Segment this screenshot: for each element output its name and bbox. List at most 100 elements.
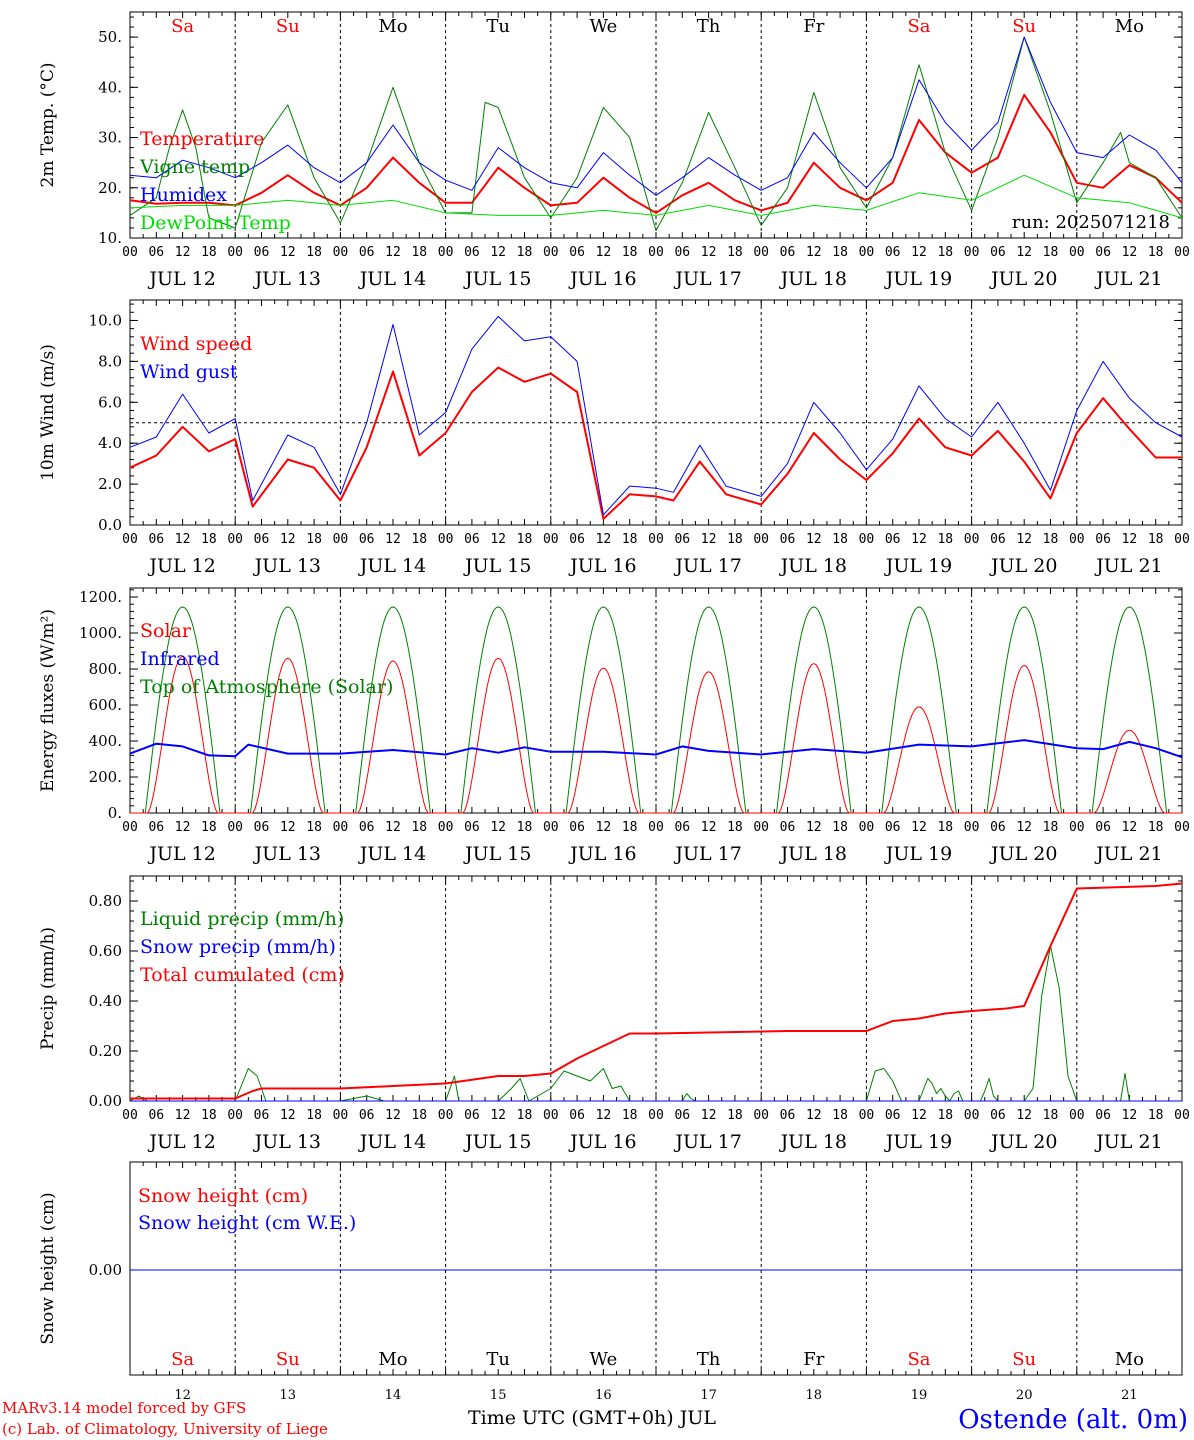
hour-tick-label: 18 xyxy=(1148,532,1164,547)
hour-tick-label: 06 xyxy=(464,1108,480,1123)
hour-tick-label: 00 xyxy=(964,1108,980,1123)
plot-frame xyxy=(129,299,1183,526)
hour-tick-label: 18 xyxy=(411,820,427,835)
hour-tick-label: 12 xyxy=(1016,245,1032,260)
y-axis-label: Precip (mm/h) xyxy=(38,927,58,1050)
legend-entry: Snow precip (mm/h) xyxy=(140,936,336,958)
date-label: JUL 13 xyxy=(253,268,321,290)
hour-tick-label: 18 xyxy=(517,1108,533,1123)
day-number-label: 15 xyxy=(490,1388,507,1403)
day-number-label: 18 xyxy=(806,1388,823,1403)
legend-entry: Humidex xyxy=(140,184,227,206)
y-tick-label: 800. xyxy=(89,660,122,678)
legend-entry: DewPoint Temp xyxy=(140,212,291,234)
hour-tick-label: 18 xyxy=(832,532,848,547)
weekday-label: Mo xyxy=(1115,16,1144,37)
date-label: JUL 21 xyxy=(1094,268,1162,290)
hour-tick-label: 00 xyxy=(859,532,875,547)
hour-tick-label: 12 xyxy=(1122,820,1138,835)
hour-tick-label: 00 xyxy=(333,245,349,260)
hour-tick-label: 12 xyxy=(806,1108,822,1123)
date-label: JUL 20 xyxy=(989,843,1057,865)
hour-tick-label: 00 xyxy=(122,820,138,835)
hour-tick-label: 18 xyxy=(201,820,217,835)
hour-tick-label: 12 xyxy=(490,245,506,260)
weekday-label: Sa xyxy=(171,1349,194,1370)
weekday-label: Th xyxy=(697,16,721,37)
panel-temp: 10. 20. 30. 40. 50. 2m Temp. (°C) 00 06 12 18 JUL … xyxy=(38,11,1190,290)
legend-entry: Temperature xyxy=(140,128,264,150)
hour-tick-label: 00 xyxy=(753,820,769,835)
hour-tick-label: 00 xyxy=(333,1108,349,1123)
hour-tick-label: 18 xyxy=(201,245,217,260)
hour-tick-label: 12 xyxy=(701,532,717,547)
legend-entry: Snow height (cm W.E.) xyxy=(138,1212,356,1234)
hour-tick-label: 00 xyxy=(1069,820,1085,835)
y-tick-label: 0.00 xyxy=(89,1092,122,1110)
y-tick-label: 0.40 xyxy=(89,992,122,1010)
y-tick-label: 20. xyxy=(98,179,122,197)
hour-tick-label: 00 xyxy=(859,245,875,260)
y-axis-label: 2m Temp. (°C) xyxy=(38,62,58,187)
hour-tick-label: 18 xyxy=(1148,245,1164,260)
y-tick-label: 2.0 xyxy=(98,475,122,493)
weekday-label: Mo xyxy=(1115,1349,1144,1370)
weekday-label: Su xyxy=(1012,16,1036,37)
hour-tick-label: 18 xyxy=(727,820,743,835)
date-label: JUL 15 xyxy=(463,843,531,865)
weekday-label: Mo xyxy=(378,1349,407,1370)
y-tick-label: 200. xyxy=(89,768,122,786)
date-label: JUL 12 xyxy=(147,555,215,577)
hour-tick-label: 18 xyxy=(727,532,743,547)
hour-tick-label: 12 xyxy=(806,820,822,835)
hour-tick-label: 12 xyxy=(596,820,612,835)
hour-tick-label: 18 xyxy=(622,820,638,835)
hour-tick-label: 12 xyxy=(1122,1108,1138,1123)
date-label: JUL 19 xyxy=(884,555,952,577)
hour-tick-label: 12 xyxy=(1122,532,1138,547)
hour-tick-label: 00 xyxy=(227,820,243,835)
station-label: Ostende (alt. 0m) xyxy=(958,1405,1188,1435)
weekday-label: Su xyxy=(276,1349,300,1370)
date-label: JUL 14 xyxy=(358,555,426,577)
legend-entry: Wind gust xyxy=(140,361,238,383)
hour-tick-label: 06 xyxy=(569,820,585,835)
y-tick-label: 50. xyxy=(98,28,122,46)
hour-tick-label: 12 xyxy=(806,245,822,260)
date-label: JUL 18 xyxy=(779,268,847,290)
hour-tick-label: 18 xyxy=(937,1108,953,1123)
hour-tick-label: 06 xyxy=(780,532,796,547)
y-axis-label: 10m Wind (m/s) xyxy=(38,344,58,481)
day-number-label: 14 xyxy=(385,1388,402,1403)
hour-tick-label: 00 xyxy=(438,820,454,835)
hour-tick-label: 18 xyxy=(727,245,743,260)
y-tick-label: 10.0 xyxy=(89,311,122,329)
hour-tick-label: 12 xyxy=(280,1108,296,1123)
hour-tick-label: 06 xyxy=(990,820,1006,835)
weekday-label: Th xyxy=(697,1349,721,1370)
hour-tick-label: 00 xyxy=(122,1108,138,1123)
hour-tick-label: 18 xyxy=(201,1108,217,1123)
hour-tick-label: 06 xyxy=(359,820,375,835)
y-axis-label: Energy fluxes (W/m²) xyxy=(38,609,58,792)
hour-tick-label: 12 xyxy=(385,820,401,835)
hour-tick-label: 06 xyxy=(464,820,480,835)
y-tick-label: 40. xyxy=(98,78,122,96)
hour-tick-label: 18 xyxy=(1148,1108,1164,1123)
date-label: JUL 16 xyxy=(568,555,636,577)
y-tick-label: 4.0 xyxy=(98,434,122,452)
panel-precip: 0.00 0.20 0.40 0.60 0.80 Precip (mm/h) 00 06 12 1… xyxy=(38,875,1190,1153)
series-line-humidex xyxy=(129,36,1183,196)
hour-tick-label: 00 xyxy=(1069,532,1085,547)
hour-tick-label: 00 xyxy=(227,1108,243,1123)
weekday-label: Mo xyxy=(378,16,407,37)
y-tick-label: 0.20 xyxy=(89,1042,122,1060)
date-label: JUL 17 xyxy=(673,555,741,577)
footer-model-line: MARv3.14 model forced by GFS xyxy=(2,1399,246,1417)
series-line-total-cumulated-cm- xyxy=(130,882,1183,1100)
hour-tick-label: 12 xyxy=(911,1108,927,1123)
hour-tick-label: 18 xyxy=(517,820,533,835)
hour-tick-label: 00 xyxy=(753,532,769,547)
hour-tick-label: 18 xyxy=(411,532,427,547)
